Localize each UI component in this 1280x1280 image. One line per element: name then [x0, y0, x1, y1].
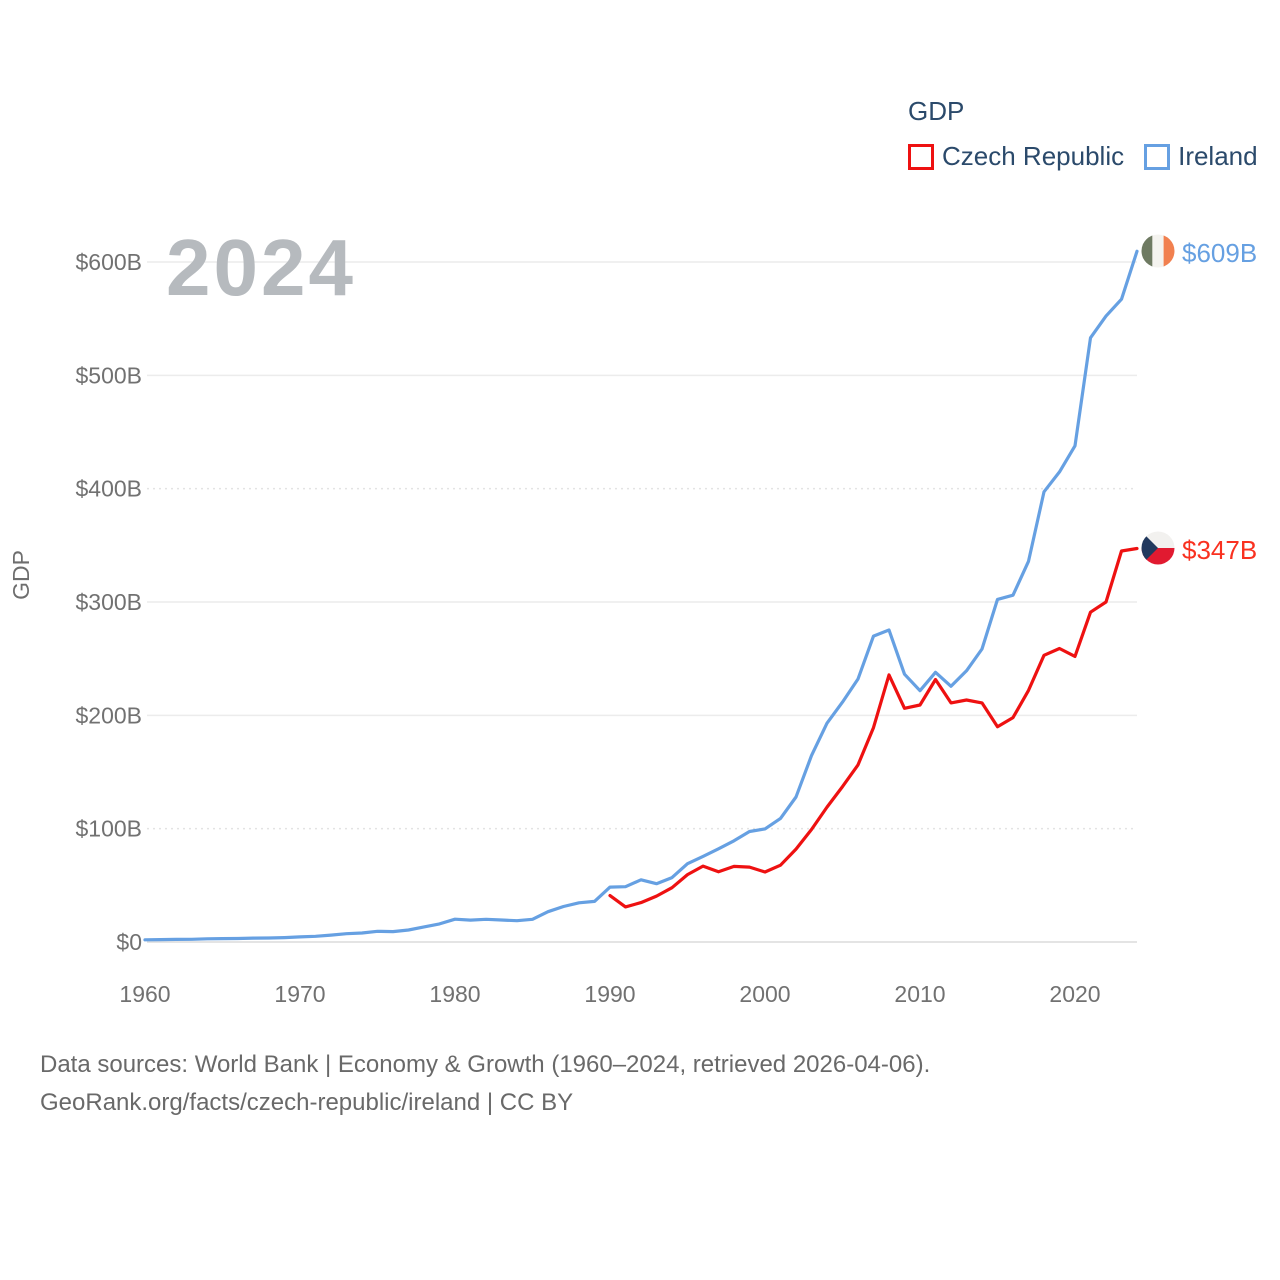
ireland-flag-icon [1141, 234, 1175, 268]
y-tick-label: $400B [75, 476, 142, 502]
czech-republic-swatch-icon [908, 143, 934, 170]
x-tick-label: 1960 [119, 981, 170, 1007]
legend-items: Czech Republic Ireland [908, 141, 1258, 172]
czech-republic-flag-icon [1141, 531, 1175, 565]
legend: GDP Czech Republic Ireland [908, 96, 1258, 172]
source-attribution: Data sources: World Bank | Economy & Gro… [40, 1046, 930, 1122]
x-tick-label: 1970 [274, 981, 325, 1007]
y-tick-label: $300B [75, 589, 142, 615]
czech-republic-end-value-label: $347B [1182, 535, 1258, 565]
x-tick-label: 2000 [739, 981, 790, 1007]
x-tick-label: 1980 [429, 981, 480, 1007]
line-czech-republic[interactable] [608, 546, 1139, 909]
line-ireland[interactable] [143, 249, 1139, 942]
x-tick-label: 2010 [894, 981, 945, 1007]
x-tick-label: 2020 [1049, 981, 1100, 1007]
y-tick-label: $500B [75, 362, 142, 388]
legend-title: GDP [908, 96, 965, 126]
legend-label-czech-republic: Czech Republic [942, 141, 1125, 171]
y-tick-label: $200B [75, 702, 142, 728]
legend-item-czech-republic[interactable]: Czech Republic [908, 141, 1124, 172]
y-axis-title: GDP [8, 550, 34, 600]
legend-label-ireland: Ireland [1178, 141, 1258, 171]
x-tick-label: 1990 [584, 981, 635, 1007]
y-tick-label: $100B [75, 816, 142, 842]
watermark-year: 2024 [166, 223, 356, 312]
y-tick-label: $600B [75, 249, 142, 275]
source-line-2: GeoRank.org/facts/czech-republic/ireland… [40, 1089, 574, 1116]
ireland-swatch-icon [1144, 143, 1171, 170]
legend-item-ireland[interactable]: Ireland [1144, 141, 1258, 172]
y-tick-label: $0 [116, 929, 142, 955]
source-line-1: Data sources: World Bank | Economy & Gro… [40, 1051, 931, 1078]
ireland-end-value-label: $609B [1182, 238, 1258, 268]
